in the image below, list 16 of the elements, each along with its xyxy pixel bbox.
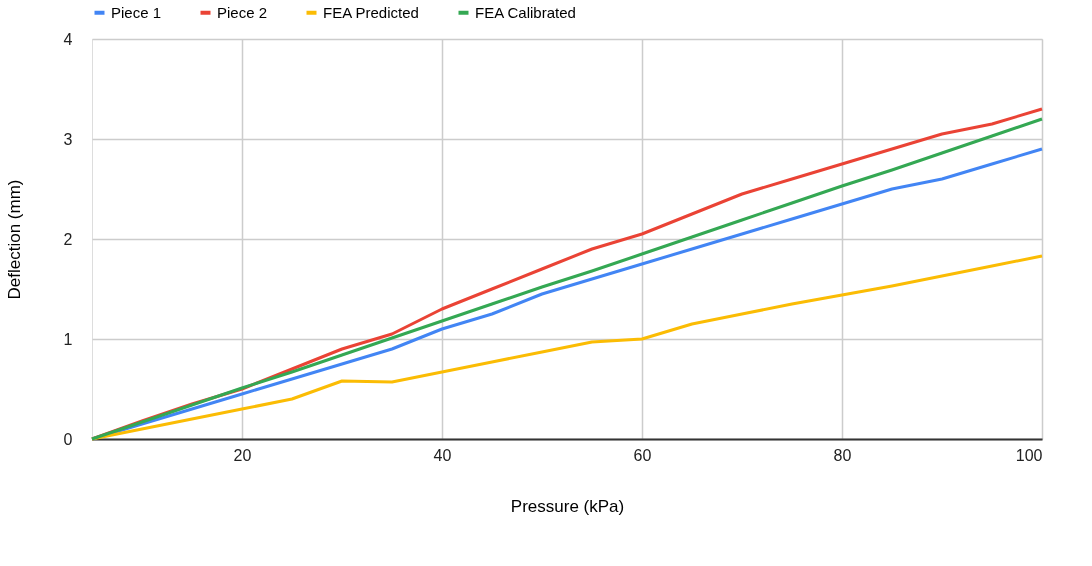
x-tick-label: 20	[233, 446, 252, 464]
x-tick-label: 100	[1015, 446, 1043, 464]
legend-label: FEA Calibrated	[475, 3, 576, 21]
y-tick-label: 4	[63, 30, 73, 48]
y-tick-label: 1	[63, 330, 73, 348]
legend-label: Piece 2	[217, 3, 268, 21]
y-tick-label: 2	[63, 230, 73, 248]
legend-label: Piece 1	[111, 3, 162, 21]
y-tick-label: 3	[63, 130, 73, 148]
y-axis-title: Deflection (mm)	[4, 179, 24, 300]
y-tick-label: 0	[63, 430, 73, 448]
x-axis-title: Pressure (kPa)	[510, 496, 625, 516]
x-tick-label: 80	[833, 446, 852, 464]
legend-label: FEA Predicted	[323, 3, 419, 21]
x-tick-label: 60	[633, 446, 652, 464]
x-tick-label: 40	[433, 446, 452, 464]
